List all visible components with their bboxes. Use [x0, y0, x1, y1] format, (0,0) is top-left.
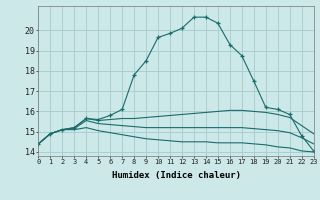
X-axis label: Humidex (Indice chaleur): Humidex (Indice chaleur): [111, 171, 241, 180]
